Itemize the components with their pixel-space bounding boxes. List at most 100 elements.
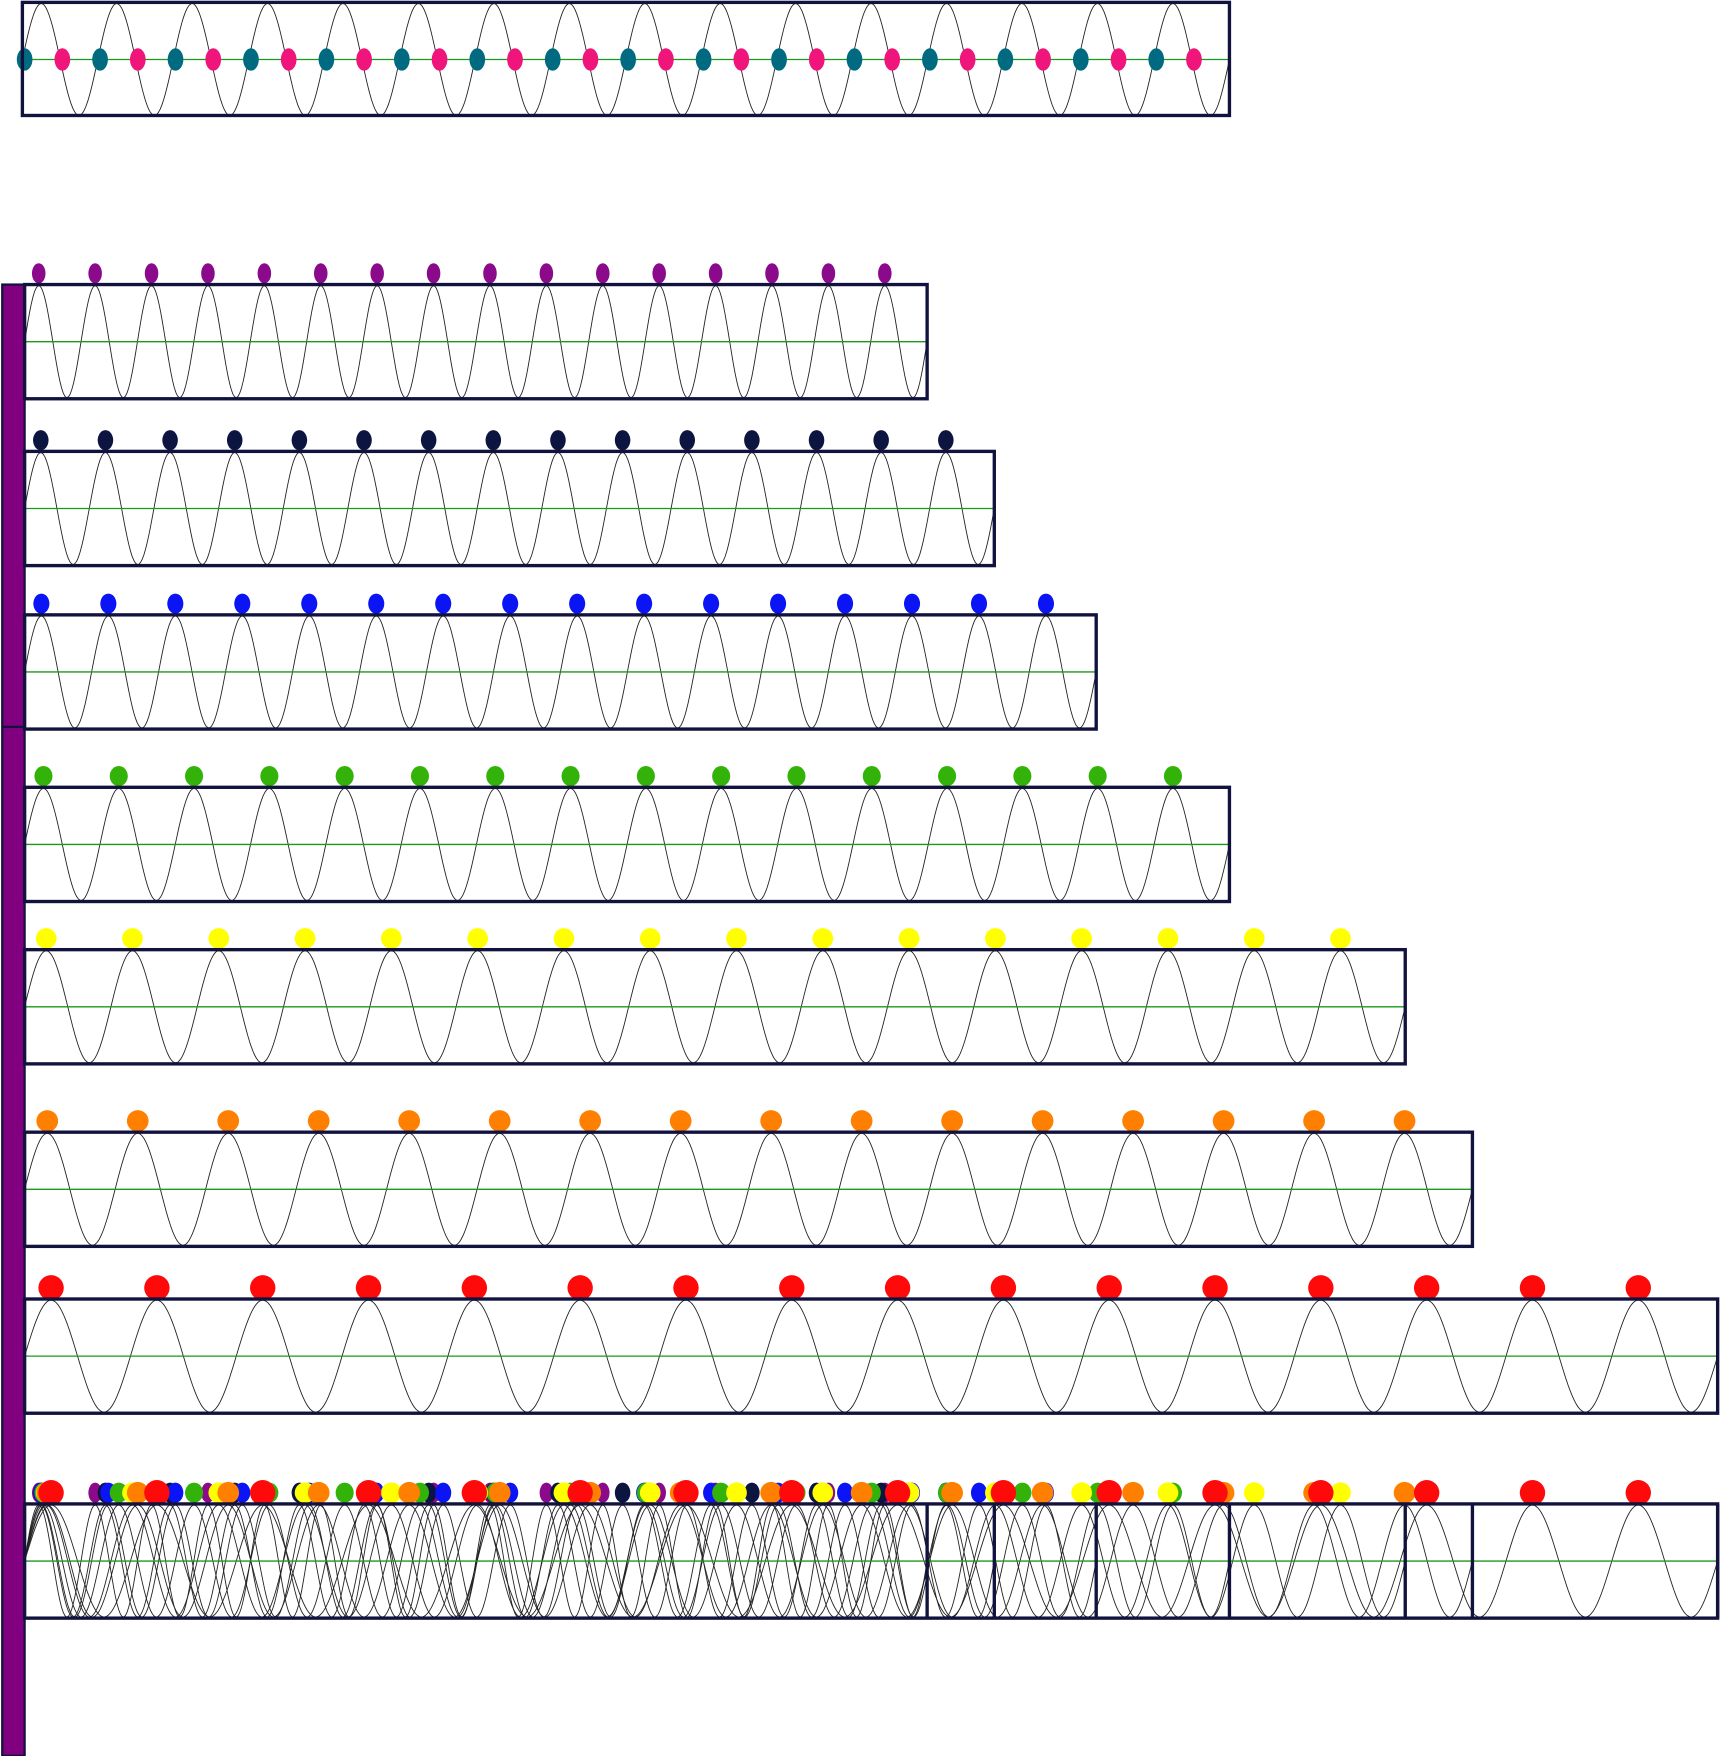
peak-dot [990, 1275, 1017, 1301]
node-dot [658, 48, 674, 71]
peak-dot [850, 1110, 873, 1132]
peak-dot [1031, 1110, 1054, 1132]
overlay-dot [1519, 1480, 1546, 1506]
peak-dot [898, 928, 920, 949]
peak-dot [36, 1110, 59, 1132]
peak-dot [941, 1110, 963, 1132]
overlay-dot [850, 1481, 873, 1504]
overlay-dot [167, 1482, 184, 1503]
overlay-dot [726, 1482, 747, 1504]
peak-dot [420, 430, 437, 451]
peak-dot [1519, 1275, 1546, 1301]
peak-dot [569, 593, 586, 614]
peak-dot [486, 766, 505, 787]
node-dot [507, 48, 523, 71]
node-dot [167, 48, 184, 71]
peak-dot [1243, 928, 1265, 949]
peak-dot [669, 1110, 692, 1132]
peak-dot [435, 593, 452, 614]
peak-dot [636, 766, 655, 787]
side-bar [1, 283, 26, 1756]
overlay-dot [335, 1482, 354, 1503]
peak-dot [878, 263, 892, 284]
overlay-dot [381, 1482, 402, 1504]
peak-dot [226, 430, 243, 451]
wave-frame [22, 947, 1407, 1066]
node-dot [1148, 48, 1165, 71]
peak-dot [162, 430, 178, 451]
peak-dot [144, 263, 159, 284]
peak-dot [208, 928, 230, 949]
node-dot [733, 48, 750, 71]
node-dot [92, 48, 108, 71]
peak-dot [567, 1275, 593, 1301]
node-dot [544, 48, 561, 71]
overlay-dot [1122, 1481, 1144, 1504]
peak-dot [550, 430, 566, 451]
wave-frame [22, 282, 929, 401]
overlay-dot [712, 1482, 731, 1503]
peak-dot [1157, 928, 1179, 949]
peak-dot [765, 263, 779, 284]
peak-dot [862, 766, 881, 787]
peak-dot [652, 263, 666, 284]
overlay-dot [990, 1480, 1017, 1506]
peak-dot [779, 1275, 805, 1301]
node-dot [318, 48, 335, 71]
peak-dot [88, 263, 102, 284]
node-dot [620, 48, 636, 71]
peak-dot [185, 766, 204, 787]
peak-dot [703, 593, 720, 614]
peak-dot [821, 263, 836, 284]
overlay-dot [673, 1480, 699, 1506]
peak-dot [38, 1275, 64, 1301]
node-dot [469, 48, 486, 71]
peak-dot [808, 430, 825, 451]
peak-dot [250, 1275, 276, 1301]
node-dot [808, 48, 825, 71]
peak-dot [467, 928, 488, 949]
node-dot [205, 48, 222, 71]
overlay-dot [435, 1482, 452, 1503]
node-dot [1035, 48, 1051, 71]
overlay-dot [355, 1480, 382, 1506]
overlay-dot [539, 1482, 554, 1503]
peak-dot [1303, 1110, 1325, 1132]
peak-dot [1037, 593, 1055, 614]
node-dot [54, 48, 71, 71]
peak-dot [217, 1110, 240, 1132]
overlay-dot [1393, 1481, 1416, 1504]
wave-frame [22, 449, 996, 568]
overlay-dot [941, 1481, 963, 1504]
peak-dot [122, 928, 143, 949]
peak-dot [461, 1275, 488, 1301]
peak-dot [726, 928, 747, 949]
peak-dot [1413, 1275, 1440, 1301]
peak-dot [938, 430, 954, 451]
overlay-dot [1013, 1482, 1032, 1503]
node-dot [1186, 48, 1202, 71]
peak-dot [873, 430, 889, 451]
overlay-dot [1308, 1480, 1334, 1506]
peak-dot [579, 1110, 602, 1132]
peak-dot [97, 430, 114, 451]
peak-dot [126, 1110, 149, 1132]
node-dot [922, 48, 938, 71]
overlay-dot [461, 1480, 488, 1506]
node-dot [695, 48, 712, 71]
peak-dot [903, 593, 921, 614]
peak-dot [381, 928, 402, 949]
peak-dot [167, 593, 184, 614]
wave-frame [22, 785, 1232, 904]
overlay-dot [567, 1480, 593, 1506]
peak-dot [837, 593, 854, 614]
node-dot [959, 48, 976, 71]
overlay-dot [250, 1480, 276, 1506]
peak-dot [760, 1110, 783, 1132]
overlay-dot [1096, 1480, 1122, 1506]
peak-dot [812, 928, 834, 949]
peak-dot [708, 263, 723, 284]
overlay-dot [970, 1482, 988, 1503]
peak-dot [639, 928, 661, 949]
wave-frame [20, 0, 1232, 118]
